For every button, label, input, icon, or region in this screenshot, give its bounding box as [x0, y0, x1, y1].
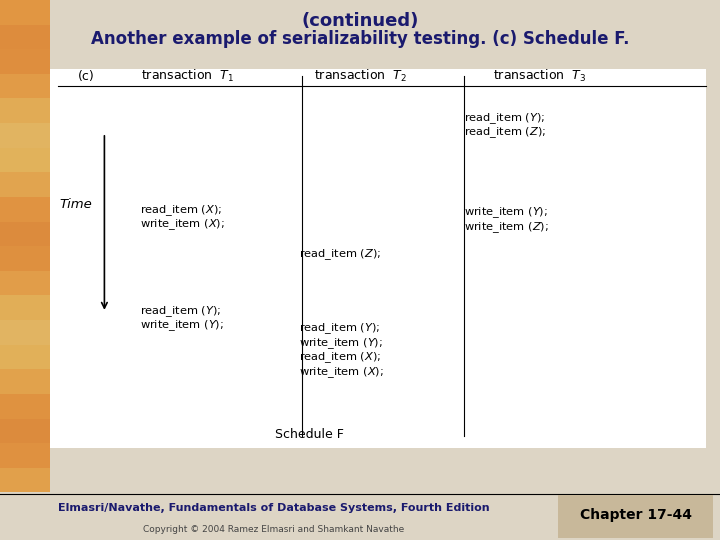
Text: write_item ($\it{X}$);: write_item ($\it{X}$); [140, 218, 225, 232]
Text: (c): (c) [78, 70, 95, 83]
FancyBboxPatch shape [0, 468, 50, 492]
Text: write_item ($\it{Y}$);: write_item ($\it{Y}$); [299, 336, 383, 350]
Text: Time: Time [59, 198, 92, 211]
FancyBboxPatch shape [0, 369, 50, 394]
Text: Elmasri/Navathe, Fundamentals of Database Systems, Fourth Edition: Elmasri/Navathe, Fundamentals of Databas… [58, 503, 490, 512]
FancyBboxPatch shape [0, 0, 50, 25]
FancyBboxPatch shape [0, 74, 50, 98]
FancyBboxPatch shape [0, 25, 50, 49]
Text: read_item ($\it{Y}$);: read_item ($\it{Y}$); [140, 304, 222, 319]
Text: transaction  $T_1$: transaction $T_1$ [140, 68, 234, 84]
FancyBboxPatch shape [50, 69, 706, 448]
FancyBboxPatch shape [0, 394, 50, 418]
Text: read_item ($\it{Z}$);: read_item ($\it{Z}$); [299, 247, 381, 262]
Text: write_item ($\it{Y}$);: write_item ($\it{Y}$); [464, 205, 549, 220]
Text: read_item ($\it{X}$);: read_item ($\it{X}$); [299, 350, 381, 366]
Text: transaction  $T_3$: transaction $T_3$ [493, 68, 587, 84]
FancyBboxPatch shape [0, 271, 50, 295]
Text: Another example of serializability testing. (c) Schedule F.: Another example of serializability testi… [91, 30, 629, 48]
Text: Chapter 17-44: Chapter 17-44 [580, 508, 692, 522]
Text: Schedule F: Schedule F [275, 428, 344, 441]
FancyBboxPatch shape [0, 123, 50, 148]
FancyBboxPatch shape [0, 320, 50, 345]
FancyBboxPatch shape [0, 0, 50, 492]
Text: write_item ($\it{Y}$);: write_item ($\it{Y}$); [140, 319, 225, 333]
FancyBboxPatch shape [0, 295, 50, 320]
FancyBboxPatch shape [0, 49, 50, 74]
Text: read_item ($\it{Z}$);: read_item ($\it{Z}$); [464, 126, 546, 140]
Text: (continued): (continued) [301, 12, 419, 30]
Text: Copyright © 2004 Ramez Elmasri and Shamkant Navathe: Copyright © 2004 Ramez Elmasri and Shamk… [143, 525, 404, 534]
FancyBboxPatch shape [0, 98, 50, 123]
FancyBboxPatch shape [558, 495, 713, 538]
FancyBboxPatch shape [0, 221, 50, 246]
Text: write_item ($\it{Z}$);: write_item ($\it{Z}$); [464, 220, 549, 235]
FancyBboxPatch shape [0, 246, 50, 271]
FancyBboxPatch shape [0, 418, 50, 443]
Text: transaction  $T_2$: transaction $T_2$ [314, 68, 406, 84]
Text: write_item ($\it{X}$);: write_item ($\it{X}$); [299, 366, 384, 380]
FancyBboxPatch shape [0, 172, 50, 197]
FancyBboxPatch shape [0, 197, 50, 221]
Text: read_item ($\it{Y}$);: read_item ($\it{Y}$); [299, 321, 380, 336]
FancyBboxPatch shape [0, 148, 50, 172]
FancyBboxPatch shape [0, 345, 50, 369]
FancyBboxPatch shape [0, 443, 50, 468]
Text: read_item ($\it{Y}$);: read_item ($\it{Y}$); [464, 111, 546, 126]
Text: read_item ($\it{X}$);: read_item ($\it{X}$); [140, 203, 222, 218]
